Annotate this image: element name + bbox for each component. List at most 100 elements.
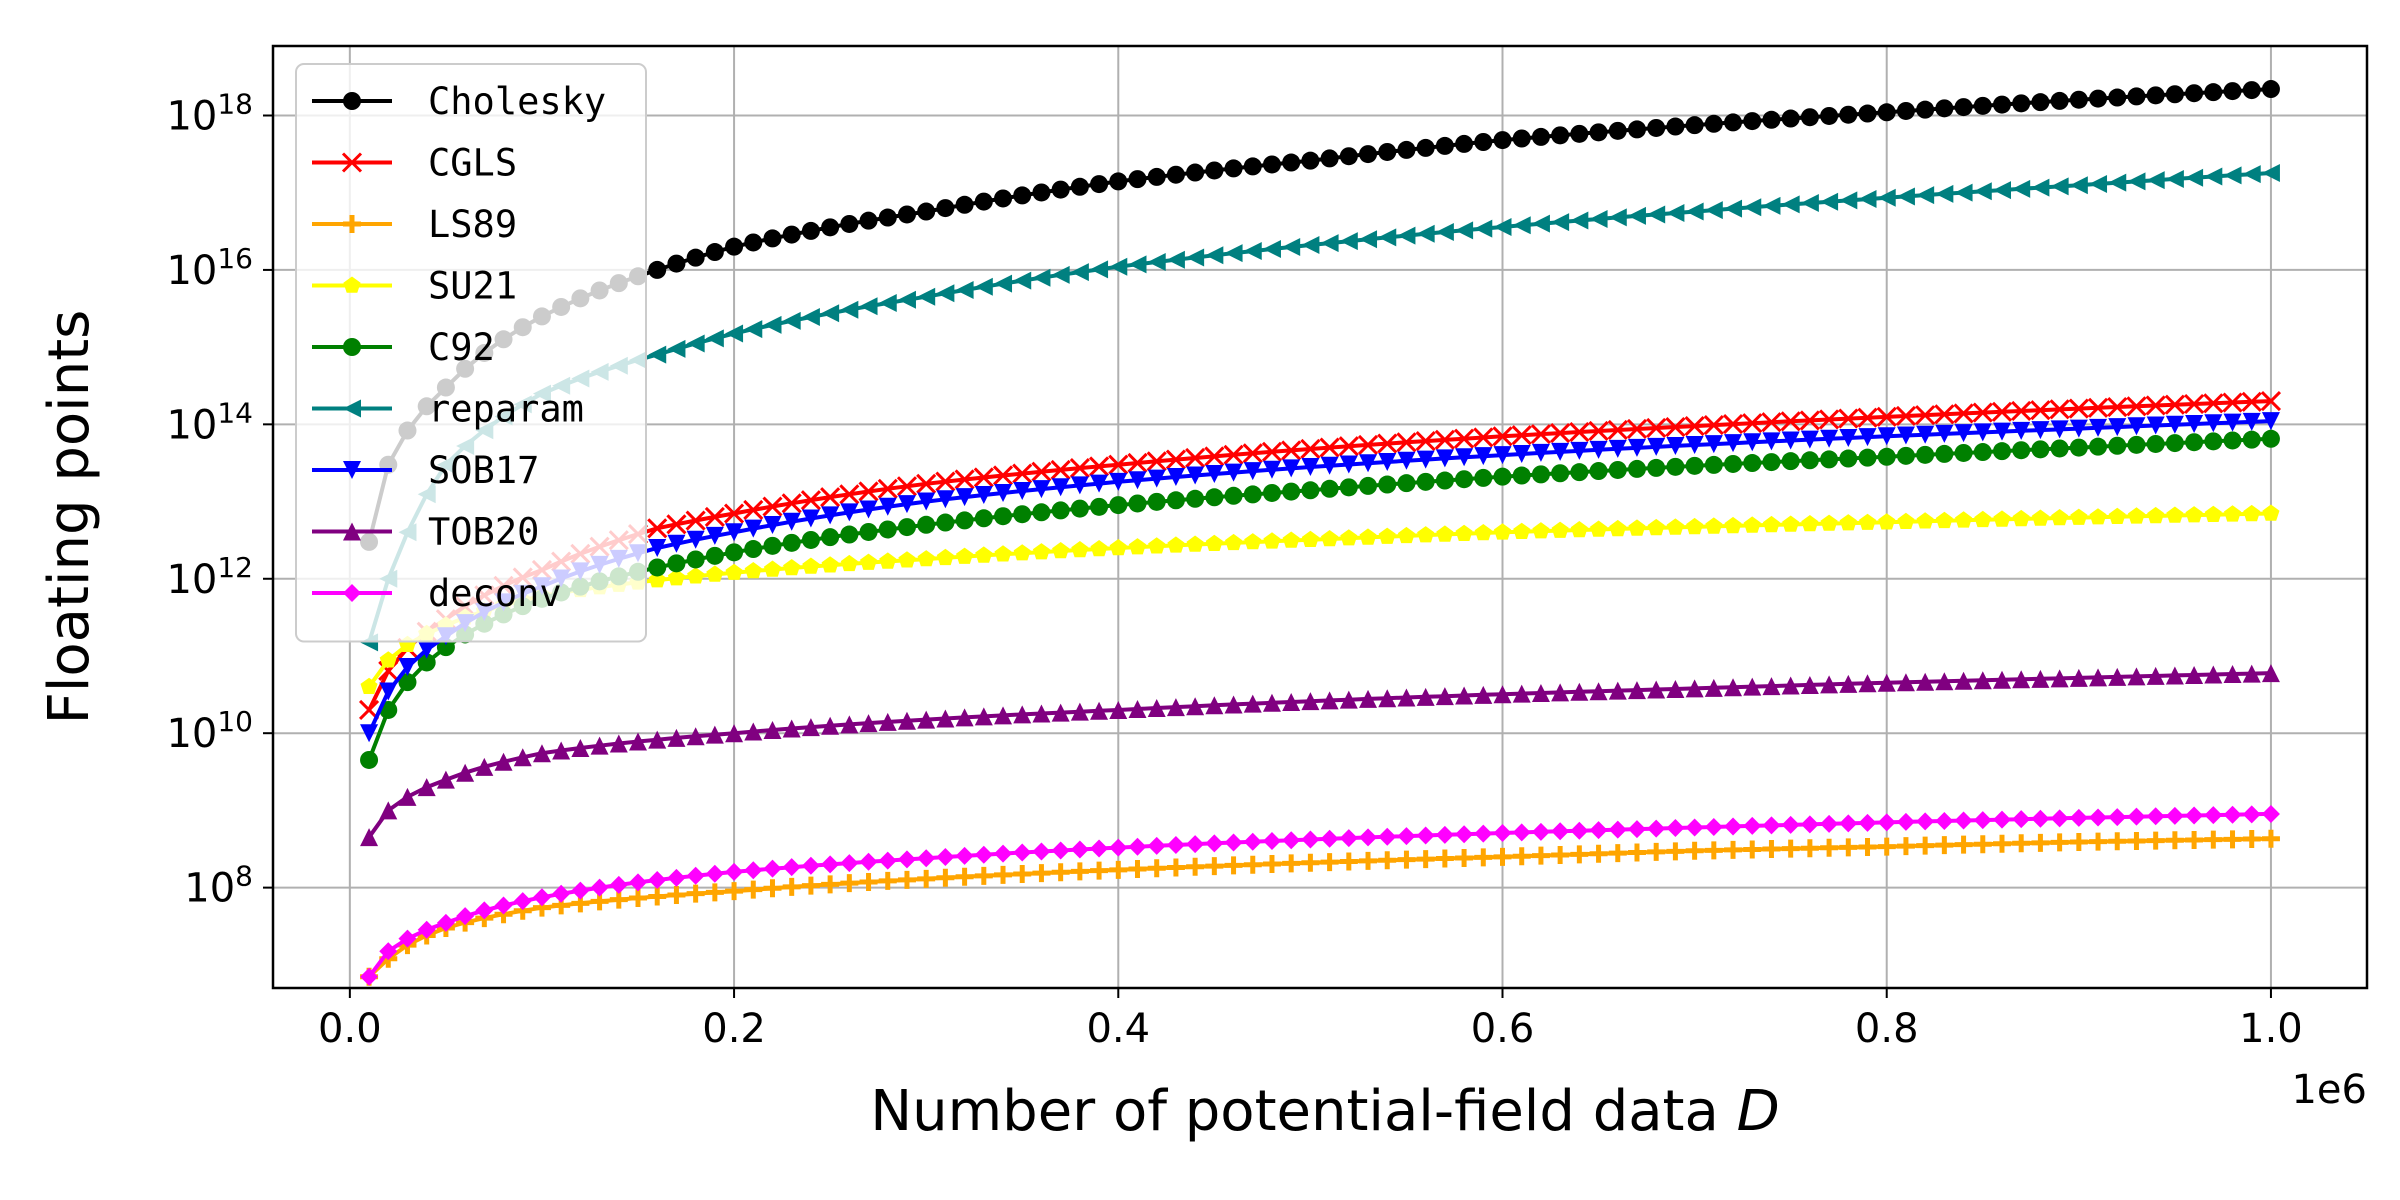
x-tick-label: 0.4 bbox=[1086, 1006, 1150, 1052]
data-point bbox=[1493, 847, 1512, 866]
data-point bbox=[1877, 103, 1896, 122]
data-point bbox=[1743, 112, 1762, 131]
data-point bbox=[1973, 182, 1992, 201]
data-point bbox=[2012, 670, 2031, 689]
data-point bbox=[743, 499, 764, 520]
data-point bbox=[744, 540, 763, 559]
data-point bbox=[1032, 503, 1051, 522]
data-point bbox=[2184, 393, 2205, 415]
legend-item: deconv bbox=[312, 572, 562, 615]
data-point bbox=[2223, 665, 2242, 684]
data-point bbox=[1780, 411, 1801, 432]
data-point bbox=[1724, 678, 1743, 697]
data-point bbox=[2204, 167, 2223, 186]
data-point bbox=[936, 848, 955, 867]
data-point bbox=[994, 507, 1013, 526]
data-point bbox=[1589, 682, 1608, 701]
data-point bbox=[513, 892, 532, 911]
data-point bbox=[783, 559, 801, 576]
data-point bbox=[1570, 821, 1589, 840]
data-point bbox=[590, 878, 609, 897]
data-point bbox=[1647, 518, 1665, 536]
data-point bbox=[1166, 165, 1185, 184]
data-point bbox=[994, 189, 1013, 208]
data-point bbox=[2242, 830, 2261, 849]
data-point bbox=[1455, 448, 1474, 467]
data-point bbox=[2107, 396, 2128, 418]
legend-label: SU21 bbox=[428, 265, 517, 308]
data-point bbox=[1992, 422, 2011, 441]
data-point bbox=[1800, 839, 1819, 858]
data-point bbox=[1916, 672, 1935, 691]
data-point bbox=[2204, 806, 2223, 825]
data-point bbox=[1743, 677, 1762, 696]
data-point bbox=[1512, 444, 1531, 463]
data-point bbox=[705, 546, 724, 565]
data-point bbox=[1743, 454, 1762, 473]
data-point bbox=[2224, 505, 2242, 522]
data-point bbox=[1704, 678, 1723, 697]
data-point bbox=[1090, 839, 1109, 858]
data-point bbox=[1455, 470, 1474, 489]
data-point bbox=[1570, 463, 1589, 482]
data-point bbox=[1281, 440, 1302, 461]
data-point bbox=[955, 846, 974, 865]
data-point bbox=[1685, 679, 1704, 698]
data-point bbox=[1340, 529, 1358, 546]
data-point bbox=[762, 496, 783, 517]
data-point bbox=[1724, 454, 1743, 473]
data-point bbox=[744, 880, 763, 899]
data-point bbox=[2261, 412, 2280, 431]
data-point bbox=[879, 552, 897, 569]
data-point bbox=[2242, 412, 2261, 431]
data-point bbox=[1782, 515, 1800, 532]
data-point bbox=[2165, 434, 2184, 453]
data-point bbox=[2146, 807, 2165, 826]
data-point bbox=[1493, 523, 1512, 540]
data-point bbox=[1704, 114, 1723, 133]
data-point bbox=[2204, 432, 2223, 451]
data-point bbox=[436, 770, 455, 789]
data-point bbox=[2108, 507, 2126, 524]
data-point bbox=[877, 478, 898, 499]
data-point bbox=[398, 658, 417, 677]
data-point bbox=[974, 509, 993, 528]
data-point bbox=[2243, 504, 2261, 522]
data-point bbox=[1242, 443, 1263, 464]
data-point bbox=[1301, 692, 1320, 711]
legend-item: SU21 bbox=[312, 265, 517, 308]
legend-item: reparam bbox=[312, 388, 584, 431]
data-point bbox=[436, 638, 455, 657]
data-point bbox=[840, 715, 859, 734]
data-point bbox=[1013, 865, 1032, 884]
data-point bbox=[1781, 815, 1800, 834]
data-point bbox=[2242, 664, 2261, 683]
data-point bbox=[897, 850, 916, 869]
data-point bbox=[1013, 843, 1032, 862]
data-point bbox=[705, 243, 724, 262]
data-point bbox=[1705, 517, 1723, 534]
data-point bbox=[1262, 831, 1281, 850]
data-point bbox=[1531, 214, 1550, 233]
data-point bbox=[1224, 856, 1243, 875]
data-point bbox=[1397, 526, 1415, 544]
data-point bbox=[1186, 697, 1205, 716]
data-point bbox=[2165, 415, 2184, 434]
data-point bbox=[571, 738, 590, 757]
data-point bbox=[1165, 449, 1186, 470]
data-point bbox=[1858, 104, 1877, 123]
data-point bbox=[782, 512, 801, 531]
legend-marker bbox=[343, 92, 361, 110]
data-point bbox=[781, 493, 802, 514]
data-point bbox=[2108, 418, 2127, 437]
data-point bbox=[1321, 530, 1339, 547]
data-point bbox=[1377, 433, 1398, 454]
data-point bbox=[1839, 838, 1858, 857]
data-point bbox=[1167, 536, 1185, 553]
data-point bbox=[1722, 414, 1744, 435]
data-point bbox=[1954, 424, 1973, 443]
legend-marker bbox=[343, 522, 361, 541]
data-point bbox=[1512, 216, 1531, 235]
data-point bbox=[1186, 535, 1204, 552]
data-point bbox=[974, 845, 993, 864]
